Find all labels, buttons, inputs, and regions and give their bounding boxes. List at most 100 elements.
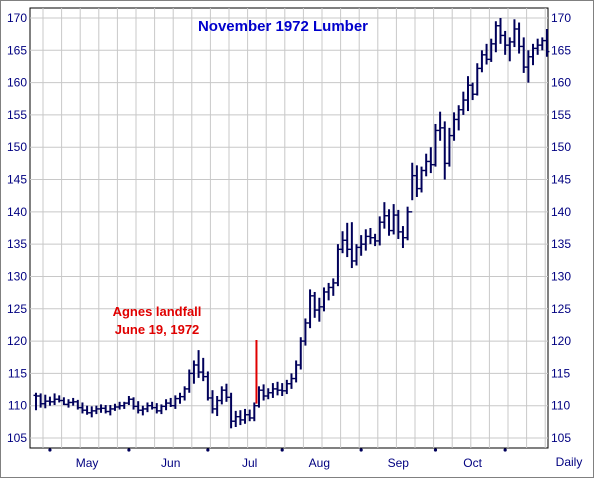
y-tick-label-left: 110 xyxy=(8,399,27,413)
ohlc-bar xyxy=(228,392,234,429)
ohlc-bar xyxy=(154,403,160,414)
y-tick-label-right: 140 xyxy=(551,205,571,219)
ohlc-bar xyxy=(214,396,220,417)
x-month-label: Jun xyxy=(161,456,180,470)
ohlc-bar xyxy=(251,402,257,422)
ohlc-bar xyxy=(265,388,271,400)
ohlc-bar xyxy=(386,209,392,236)
y-tick-label-right: 145 xyxy=(551,173,571,187)
ohlc-bar xyxy=(521,37,527,73)
ohlc-bar xyxy=(405,206,411,241)
y-tick-label-left: 165 xyxy=(7,43,27,57)
ohlc-bar xyxy=(502,30,508,55)
ohlc-bar xyxy=(79,402,85,414)
ohlc-bar xyxy=(479,50,485,73)
x-tick-dot xyxy=(280,448,284,452)
x-tick-dot xyxy=(503,448,507,452)
ohlc-bar xyxy=(38,393,44,408)
ohlc-bar xyxy=(525,50,531,83)
ohlc-bar xyxy=(363,229,369,251)
x-month-label: Sep xyxy=(388,456,410,470)
ohlc-bar xyxy=(135,401,141,414)
ohlc-bar xyxy=(233,410,239,428)
ohlc-bar xyxy=(419,166,425,193)
y-tick-label-right: 160 xyxy=(551,76,571,90)
ohlc-bar xyxy=(446,127,452,167)
chart-title: November 1972 Lumber xyxy=(198,18,368,35)
ohlc-bar xyxy=(367,228,373,245)
ohlc-bar xyxy=(544,28,550,57)
ohlc-bar xyxy=(451,112,457,141)
ohlc-bar xyxy=(470,82,476,101)
ohlc-bar xyxy=(423,153,429,177)
ohlc-bar xyxy=(279,383,285,396)
x-tick-dot xyxy=(433,448,438,452)
ohlc-bar xyxy=(437,111,443,141)
ohlc-bar xyxy=(149,401,155,410)
y-tick-label-left: 150 xyxy=(7,140,27,154)
plot-area xyxy=(29,7,549,449)
ohlc-bar xyxy=(242,408,248,424)
ohlc-bar xyxy=(381,202,387,229)
ohlc-bar xyxy=(93,405,99,415)
ohlc-bar xyxy=(196,350,202,378)
x-month-label: Jul xyxy=(242,456,257,470)
ohlc-bar xyxy=(56,395,62,403)
y-tick-label-right: 105 xyxy=(551,431,571,445)
ohlc-bar xyxy=(52,393,58,406)
ohlc-bar xyxy=(284,379,290,395)
ohlc-bar xyxy=(372,233,378,247)
ohlc-bar xyxy=(493,21,499,53)
x-month-label: May xyxy=(76,456,99,470)
ohlc-bar xyxy=(288,373,294,389)
y-tick-label-left: 125 xyxy=(7,302,27,316)
ohlc-bar xyxy=(61,397,67,406)
ohlc-bar xyxy=(321,287,327,312)
ohlc-bar xyxy=(442,121,448,180)
annotation-text-line-1: Agnes landfall xyxy=(113,304,202,319)
y-tick-label-left: 160 xyxy=(7,76,27,90)
ohlc-bar xyxy=(316,297,322,322)
ohlc-bar xyxy=(293,360,299,383)
y-tick-label-right: 170 xyxy=(551,11,571,25)
ohlc-bar xyxy=(488,38,494,62)
y-tick-label-right: 135 xyxy=(551,237,571,251)
annotation: Agnes landfall June 19, 1972 xyxy=(113,304,258,404)
ohlc-bar xyxy=(107,405,113,416)
ohlc-bar xyxy=(177,392,183,404)
ohlc-bar xyxy=(414,165,420,197)
ohlc-bar xyxy=(535,38,541,55)
ohlc-bar xyxy=(474,63,480,96)
ohlc-bar xyxy=(498,18,503,44)
ohlc-bar xyxy=(158,404,164,415)
ohlc-bar xyxy=(354,244,360,266)
ohlc-bar xyxy=(89,406,95,418)
y-tick-label-right: 130 xyxy=(551,269,571,283)
y-tick-label-left: 155 xyxy=(7,108,27,122)
ohlc-bar xyxy=(377,216,383,246)
ohlc-bar xyxy=(270,383,276,398)
y-tick-label-left: 135 xyxy=(7,237,27,251)
ohlc-bar xyxy=(395,209,401,239)
ohlc-bar xyxy=(456,105,462,131)
ohlc-bar xyxy=(172,395,178,409)
ohlc-bar xyxy=(298,337,304,370)
y-tick-label-left: 120 xyxy=(7,334,27,348)
ohlc-bar xyxy=(117,401,123,410)
ohlc-bar xyxy=(400,226,406,249)
ohlc-bar xyxy=(307,289,313,329)
ohlc-bar xyxy=(33,392,39,411)
x-tick-dot xyxy=(359,448,363,452)
ohlc-bar xyxy=(210,390,216,414)
ohlc-bar xyxy=(84,405,90,415)
y-tick-label-left: 115 xyxy=(8,366,27,380)
ohlc-bar xyxy=(98,404,104,413)
grid xyxy=(30,8,548,448)
annotation-text-line-2: June 19, 1972 xyxy=(115,322,200,337)
y-tick-label-right: 115 xyxy=(551,366,570,380)
y-tick-label-right: 120 xyxy=(551,334,571,348)
y-tick-label-left: 140 xyxy=(7,205,27,219)
y-tick-label-left: 130 xyxy=(7,269,27,283)
ohlc-bar xyxy=(530,43,536,66)
